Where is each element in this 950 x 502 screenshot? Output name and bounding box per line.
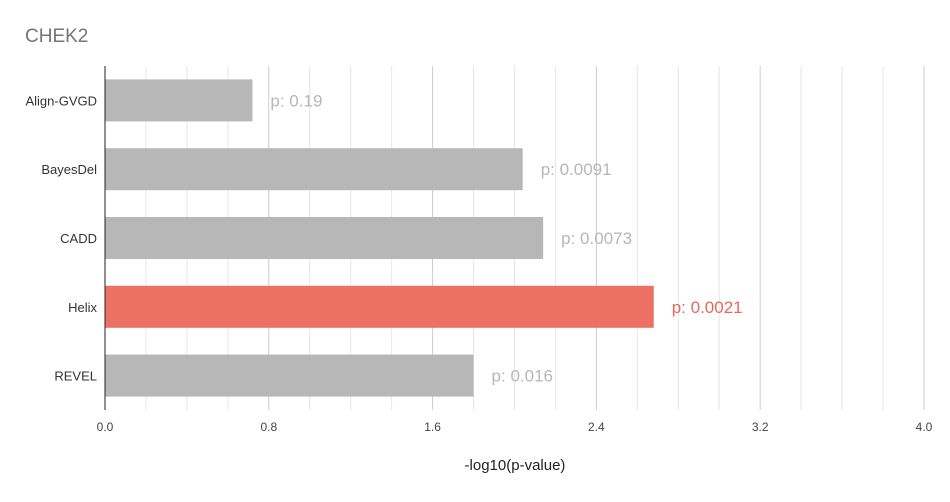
x-tick-label: 4.0 — [916, 420, 933, 434]
data-label: p: 0.0073 — [561, 229, 632, 248]
category-label: REVEL — [54, 369, 97, 384]
x-tick-label: 2.4 — [588, 420, 605, 434]
data-label: p: 0.0091 — [541, 160, 612, 179]
x-tick-label: 0.0 — [97, 420, 114, 434]
data-label: p: 0.19 — [270, 91, 322, 110]
data-label: p: 0.0021 — [672, 298, 743, 317]
bars — [105, 79, 654, 397]
chart-title: CHEK2 — [25, 26, 89, 47]
bar-align-gvgd — [105, 79, 253, 122]
x-tick-label: 1.6 — [424, 420, 441, 434]
x-axis-label: -log10(p-value) — [464, 457, 566, 474]
bar-cadd — [105, 217, 544, 259]
category-label: Align-GVGD — [25, 93, 97, 108]
bar-helix — [105, 285, 654, 328]
data-label: p: 0.016 — [492, 367, 553, 386]
labels: 0.0 0.8 1.6 2.4 3.2 4.0 Align-GVGD p: 0.19 Bayes… — [25, 91, 932, 434]
bar-bayesdel — [105, 148, 523, 191]
category-label: CADD — [60, 231, 97, 246]
category-label: BayesDel — [41, 162, 97, 177]
x-tick-label: 3.2 — [752, 420, 769, 434]
x-tick-label: 0.8 — [260, 420, 277, 434]
bar-revel — [105, 354, 474, 397]
category-label: Helix — [68, 300, 97, 315]
